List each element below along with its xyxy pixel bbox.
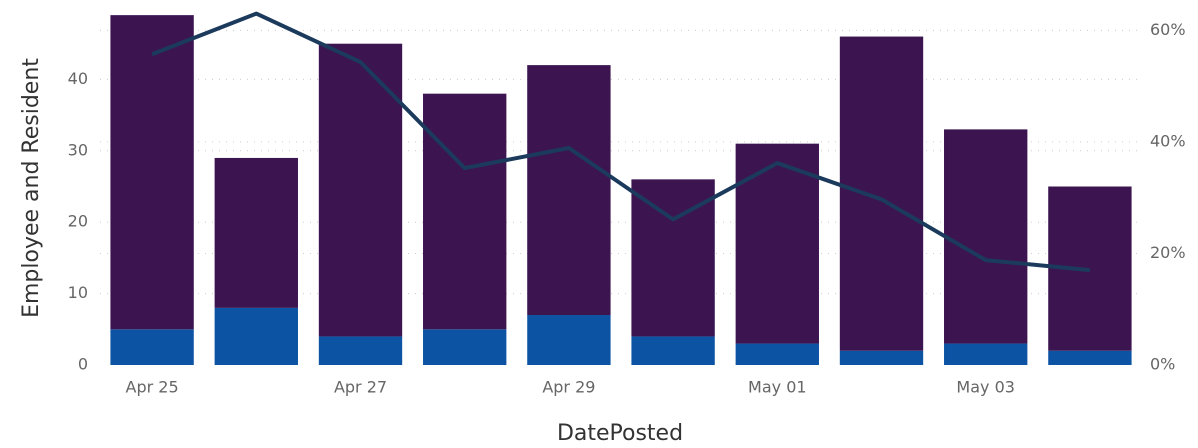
bar-segment [839,36,924,351]
bar-segment [944,343,1028,365]
bar-segment [110,15,194,330]
bar-segment [318,43,403,337]
bar-segment [527,65,611,316]
y-axis-title: Employee and Resident [19,58,44,318]
x-tick-label: Apr 27 [334,378,387,397]
y-tick-label: 40 [68,69,88,88]
bar-segment [318,336,403,365]
x-tick-label: May 03 [956,378,1015,397]
x-tick-label: Apr 25 [126,378,179,397]
y2-tick-label: 60% [1150,20,1186,39]
bar-segment [631,336,715,365]
bar-segment [735,343,819,365]
y-tick-label: 10 [68,283,88,302]
bar-segment [423,93,507,330]
x-tick-label: May 01 [748,378,807,397]
bar-segment [110,329,194,365]
bar-segment [214,157,298,308]
bar-segment [214,307,298,365]
bar-segment [839,350,924,365]
y2-tick-label: 0% [1150,355,1175,374]
y-tick-label: 20 [68,212,88,231]
line [151,11,1091,273]
bar-segment [944,129,1028,344]
x-axis-title: DatePosted [557,421,683,446]
y2-tick-label: 20% [1150,243,1186,262]
y-tick-label: 0 [78,355,88,374]
x-tick-label: Apr 29 [542,378,595,397]
bar-segment [1048,350,1132,365]
y-tick-label: 30 [68,140,88,159]
bar-segment [423,329,507,365]
y2-tick-label: 40% [1150,131,1186,150]
bar-segment [527,315,611,365]
